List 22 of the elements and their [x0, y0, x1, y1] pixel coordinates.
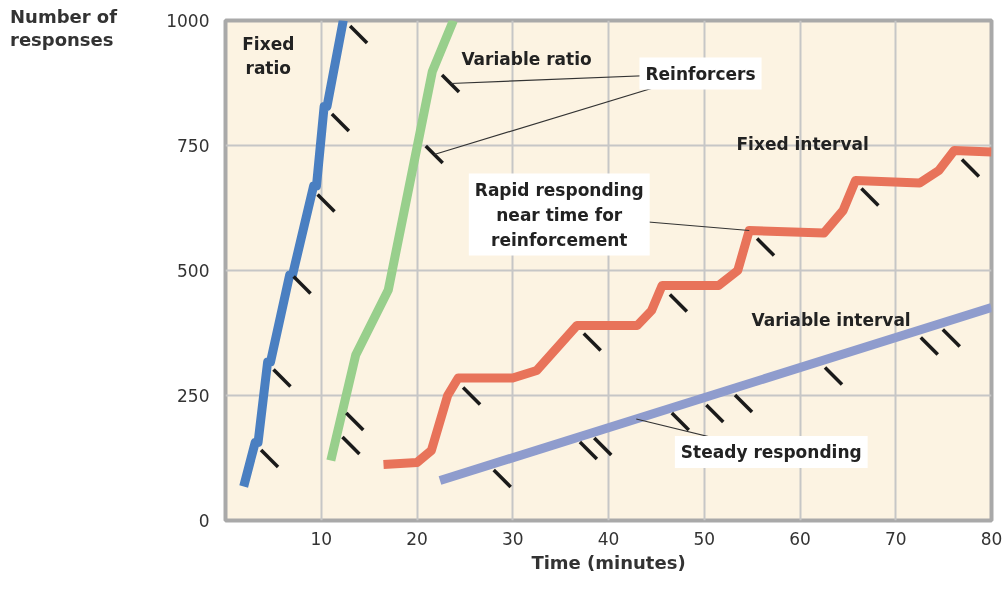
x-tick-label: 40 [597, 528, 620, 549]
annotation: Reinforcers [645, 63, 756, 84]
x-tick-label: 30 [501, 528, 524, 549]
y-tick-label: 250 [177, 386, 210, 406]
annotation: Steady responding [680, 442, 862, 462]
x-axis-title: Time (minutes) [531, 551, 686, 573]
x-tick-label: 20 [406, 528, 428, 549]
y-tick-label: 0 [198, 511, 210, 531]
x-tick-label: 60 [789, 528, 811, 549]
series-label: Variable interval [751, 309, 911, 330]
y-axis-title: Number of responses [10, 6, 118, 51]
annotation: Rapid responding near time for reinforcement [474, 179, 644, 250]
series-label: Variable ratio [461, 48, 592, 69]
x-tick-label: 70 [884, 528, 907, 549]
y-tick-label: 1000 [166, 11, 210, 31]
x-tick-label: 10 [310, 528, 333, 549]
text: Fixed ratio [242, 33, 295, 78]
x-tick-label: 80 [980, 528, 1003, 549]
series-label: Fixed interval [736, 134, 869, 154]
y-tick-label: 500 [177, 261, 210, 281]
y-tick-label: 750 [177, 136, 210, 156]
x-tick-label: 50 [693, 528, 716, 549]
